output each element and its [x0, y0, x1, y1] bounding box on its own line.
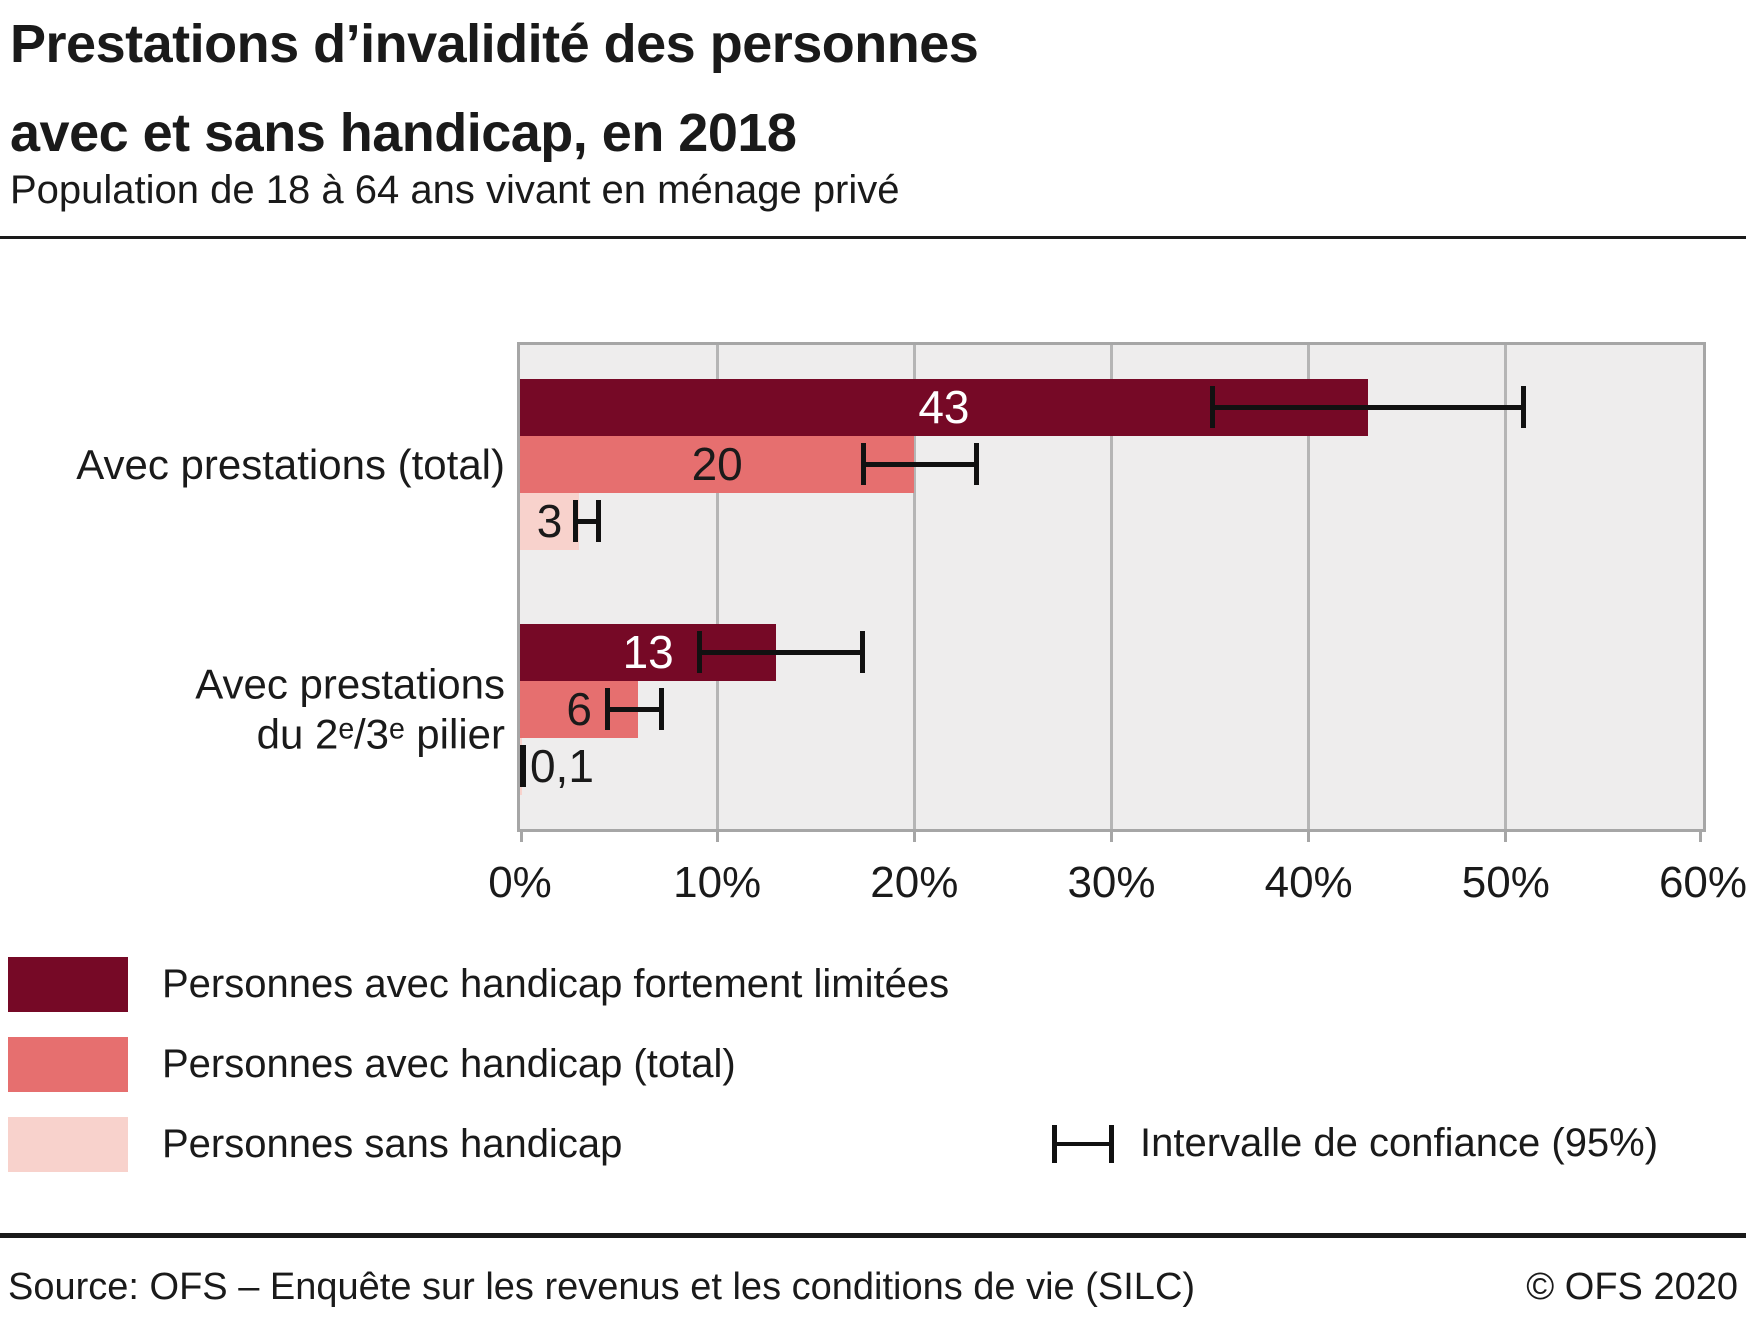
error-bar [1210, 405, 1526, 410]
legend-item: Personnes avec handicap (total) [8, 1037, 949, 1092]
x-axis-tick [1110, 829, 1113, 842]
bar-value-label: 43 [918, 381, 970, 433]
x-axis-tick-label: 10% [673, 858, 762, 907]
x-axis-tick [1698, 829, 1702, 842]
gridline [715, 345, 719, 829]
x-axis-tick-label: 30% [1067, 858, 1156, 907]
legend-label: Personnes avec handicap (total) [162, 1042, 736, 1086]
gridline [1307, 345, 1311, 829]
bar-value-label: 20 [691, 438, 743, 490]
plot-area: 43 13 20 6 3 0,1 [517, 342, 1706, 842]
error-bar-cap [861, 443, 867, 485]
legend-label: Personnes avec handicap fortement limité… [162, 962, 950, 1006]
y-axis-label: Avec prestations du 2ᵉ/3ᵉ pilier [195, 660, 505, 758]
x-axis-tick [520, 829, 523, 842]
y-axis-label: Avec prestations (total) [76, 440, 505, 488]
copyright-text: © OFS 2020 [1526, 1266, 1738, 1308]
legend: Personnes avec handicap fortement limité… [8, 957, 949, 1197]
x-axis-tick [912, 829, 916, 842]
x-axis-tick [715, 829, 719, 842]
confidence-interval-icon [1052, 1124, 1114, 1163]
bar-value-label: 3 [536, 495, 563, 547]
gridline [912, 345, 916, 829]
bar [520, 493, 580, 550]
gridline [1110, 345, 1113, 829]
x-axis-tick-label: 50% [1461, 858, 1550, 907]
x-axis-tick-label: 40% [1264, 858, 1353, 907]
bar [520, 436, 915, 493]
ci-legend-label: Intervalle de confiance (95%) [1140, 1121, 1659, 1165]
legend-item: Personnes avec handicap fortement limité… [8, 957, 949, 1012]
x-axis-tick [1504, 829, 1508, 842]
x-axis-tick-label: 20% [870, 858, 959, 907]
bar-value-label: 0,1 [529, 740, 594, 792]
bar-value-label: 13 [622, 626, 674, 678]
error-bar [861, 462, 980, 467]
legend-swatch [8, 1117, 128, 1172]
gridline [1504, 345, 1508, 829]
bar-value-label: 6 [566, 683, 592, 735]
error-bar-cap [974, 443, 980, 485]
x-axis-tick-label: 0% [488, 858, 552, 907]
error-bar [604, 707, 664, 712]
legend-label: Personnes sans handicap [162, 1122, 623, 1166]
error-bar-cap [697, 631, 703, 673]
x-axis-tick [1307, 829, 1311, 842]
x-axis: 0% 10% 20% 30% 40% 50% 60% [488, 858, 1746, 918]
legend-swatch [8, 957, 128, 1012]
error-bar-cap [1210, 386, 1216, 428]
error-bar-cap [1520, 386, 1526, 428]
error-bar [573, 519, 601, 524]
x-axis-tick-label: 60% [1658, 858, 1746, 907]
error-bar [697, 650, 866, 655]
page-title: Prestations d’invalidité des personnes a… [10, 14, 979, 163]
error-bar-cap [520, 745, 526, 787]
error-bar-cap [860, 631, 866, 673]
error-bar-cap [658, 688, 664, 730]
error-bar-cap [595, 500, 601, 542]
error-bar-cap [604, 688, 610, 730]
header-divider [0, 236, 1746, 239]
legend-item: Personnes sans handicap [8, 1117, 949, 1172]
source-text: Source: OFS – Enquête sur les revenus et… [8, 1266, 1196, 1308]
error-bar-cap [573, 500, 579, 542]
page-subtitle: Population de 18 à 64 ans vivant en ména… [10, 168, 900, 212]
footer-divider [0, 1233, 1746, 1238]
ci-legend: Intervalle de confiance (95%) [1052, 1116, 1658, 1171]
legend-swatch [8, 1037, 128, 1092]
